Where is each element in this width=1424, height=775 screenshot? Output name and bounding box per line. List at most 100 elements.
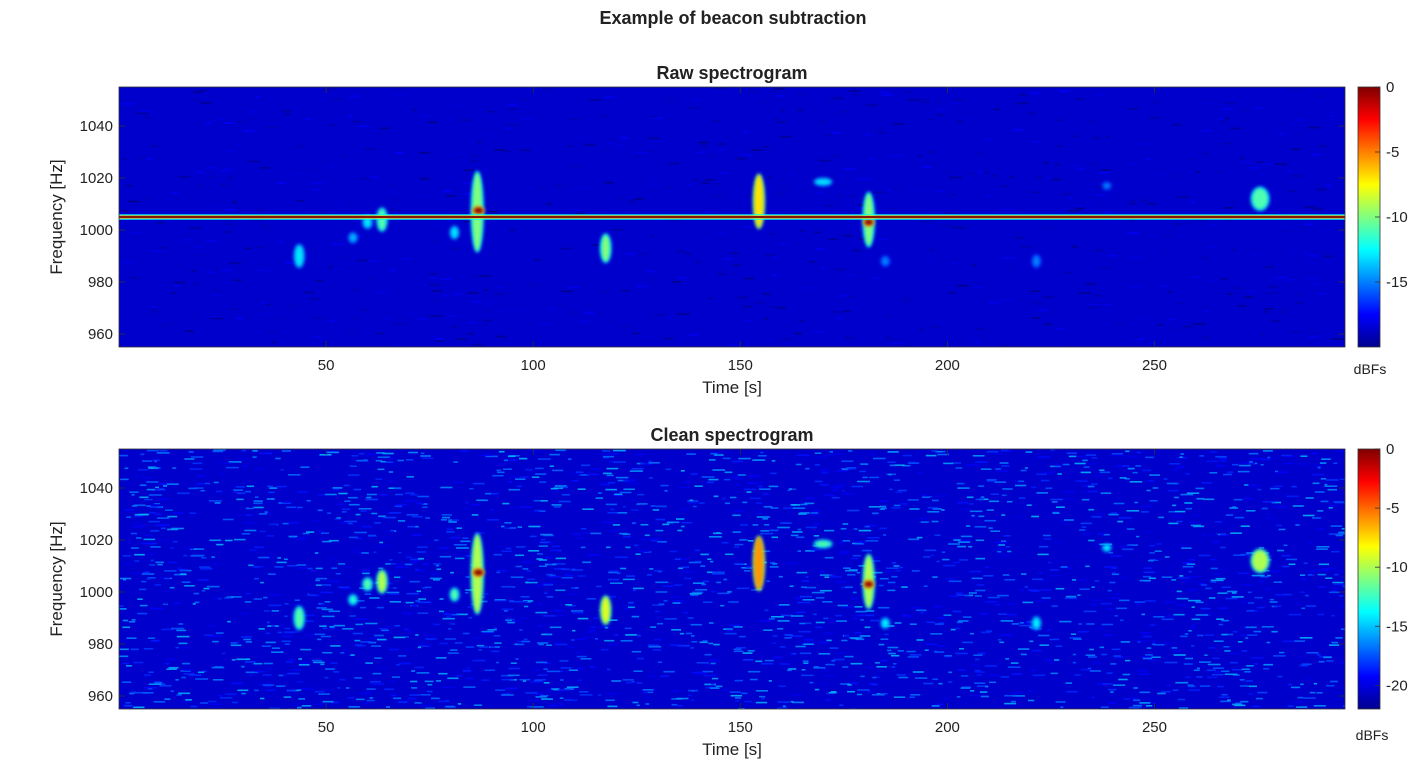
noise-streak xyxy=(571,311,576,313)
noise-streak xyxy=(875,676,880,679)
noise-streak xyxy=(653,314,665,316)
noise-streak xyxy=(154,513,162,516)
noise-streak xyxy=(1172,124,1182,126)
noise-streak xyxy=(265,632,270,635)
noise-streak xyxy=(942,697,950,700)
noise-streak xyxy=(848,569,858,571)
noise-streak xyxy=(739,635,746,638)
noise-streak xyxy=(228,262,242,264)
noise-streak xyxy=(824,494,835,497)
noise-streak xyxy=(1028,589,1039,591)
noise-streak xyxy=(1232,463,1239,466)
noise-streak xyxy=(304,587,309,590)
noise-streak xyxy=(538,545,548,547)
noise-streak xyxy=(302,532,310,535)
noise-streak xyxy=(1240,634,1247,637)
noise-streak xyxy=(443,612,451,615)
noise-streak xyxy=(318,530,324,533)
noise-streak xyxy=(1307,126,1321,129)
noise-streak xyxy=(545,203,553,205)
noise-streak xyxy=(650,183,657,185)
noise-streak xyxy=(756,511,762,514)
noise-streak xyxy=(979,691,988,693)
noise-streak xyxy=(251,110,257,113)
noise-streak xyxy=(122,555,131,557)
noise-streak xyxy=(887,581,896,584)
noise-streak xyxy=(1080,491,1089,493)
noise-streak xyxy=(893,663,897,665)
noise-streak xyxy=(287,672,300,675)
noise-streak xyxy=(325,668,335,670)
noise-streak xyxy=(214,502,221,504)
noise-streak xyxy=(429,315,443,317)
noise-streak xyxy=(1338,533,1345,535)
noise-streak xyxy=(418,152,431,154)
clean-spectrogram-panel: Clean spectrogram 50 100 150 200 250 9609801… xyxy=(47,425,1408,759)
noise-streak xyxy=(631,681,635,683)
noise-streak xyxy=(433,623,441,626)
noise-streak xyxy=(130,532,138,535)
noise-streak xyxy=(819,121,826,123)
noise-streak xyxy=(516,485,522,488)
noise-streak xyxy=(1122,465,1130,467)
noise-streak xyxy=(137,468,149,471)
noise-streak xyxy=(1037,309,1047,311)
noise-streak xyxy=(770,472,777,475)
noise-streak xyxy=(922,496,933,498)
noise-streak xyxy=(230,644,242,647)
noise-streak xyxy=(295,703,300,706)
noise-streak xyxy=(158,272,172,275)
noise-streak xyxy=(791,488,797,491)
event-blob xyxy=(363,579,372,590)
noise-streak xyxy=(953,539,961,541)
noise-streak xyxy=(170,690,174,692)
noise-streak xyxy=(1261,626,1274,628)
noise-streak xyxy=(805,576,809,578)
noise-streak xyxy=(921,494,927,497)
noise-streak xyxy=(494,149,506,151)
noise-streak xyxy=(320,591,333,594)
noise-streak xyxy=(1245,626,1257,629)
noise-streak xyxy=(706,212,712,214)
noise-streak xyxy=(353,488,362,491)
noise-streak xyxy=(714,454,724,456)
noise-streak xyxy=(795,611,806,614)
noise-streak xyxy=(805,497,818,500)
noise-streak xyxy=(216,543,224,546)
noise-streak xyxy=(1114,656,1124,658)
noise-streak xyxy=(1263,663,1273,666)
noise-streak xyxy=(1224,207,1234,209)
noise-streak xyxy=(1208,259,1216,261)
noise-streak xyxy=(1180,493,1194,496)
noise-streak xyxy=(422,506,428,509)
noise-streak xyxy=(171,292,176,294)
noise-streak xyxy=(141,542,154,545)
noise-streak xyxy=(898,676,909,679)
noise-streak xyxy=(134,560,140,562)
noise-streak xyxy=(669,219,679,222)
noise-streak xyxy=(606,474,614,477)
noise-streak xyxy=(1188,559,1195,561)
noise-streak xyxy=(942,558,950,561)
noise-streak xyxy=(607,705,618,708)
noise-streak xyxy=(505,619,513,622)
noise-streak xyxy=(971,514,975,517)
noise-streak xyxy=(1084,201,1094,204)
noise-streak xyxy=(262,684,275,686)
noise-streak xyxy=(712,573,725,575)
noise-streak xyxy=(541,633,553,636)
noise-streak xyxy=(803,161,817,164)
noise-streak xyxy=(737,474,746,476)
noise-streak xyxy=(406,514,419,516)
noise-streak xyxy=(539,541,551,544)
noise-streak xyxy=(1140,505,1154,508)
noise-streak xyxy=(607,668,611,671)
noise-streak xyxy=(133,639,137,641)
noise-streak xyxy=(526,601,532,603)
spectral-events xyxy=(293,532,1270,631)
noise-streak xyxy=(857,207,869,209)
noise-streak xyxy=(233,491,239,493)
noise-streak xyxy=(428,283,441,286)
noise-streak xyxy=(1226,633,1234,636)
noise-streak xyxy=(454,557,465,560)
